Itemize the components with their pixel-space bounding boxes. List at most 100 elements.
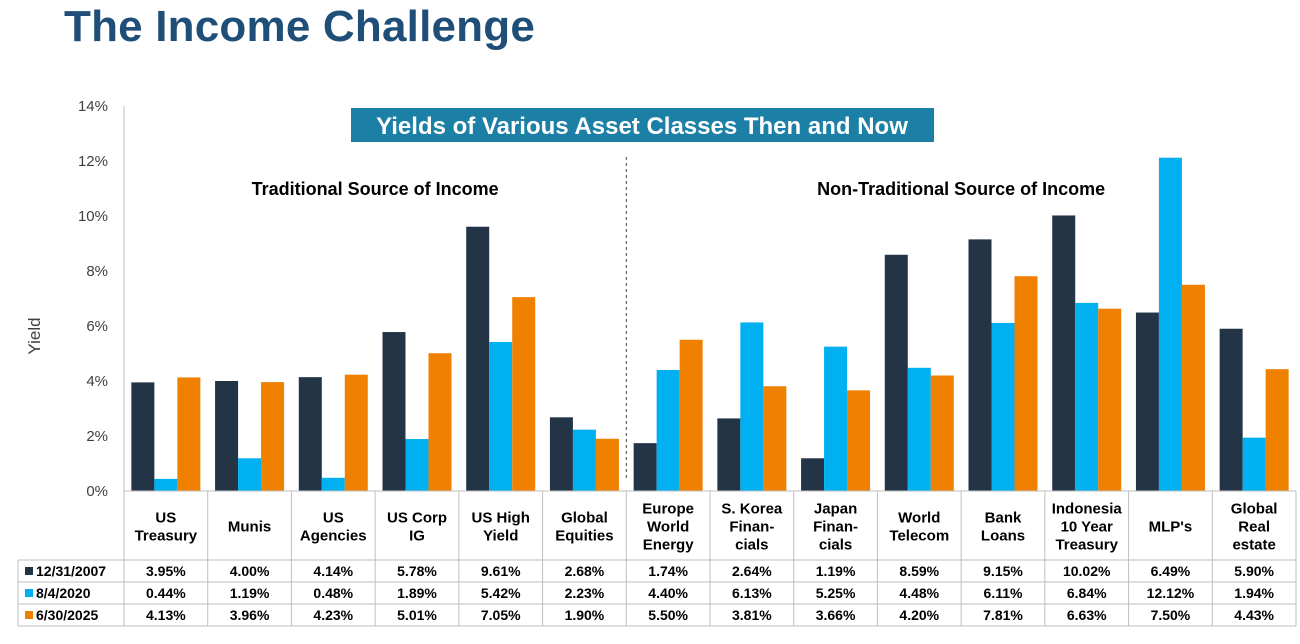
bar	[1075, 302, 1099, 491]
data-label: 5.25%	[816, 585, 856, 601]
bar	[1219, 328, 1243, 491]
data-label: 5.50%	[648, 607, 688, 623]
bar	[1098, 308, 1122, 491]
bar	[1181, 284, 1205, 491]
data-label: 9.15%	[983, 563, 1023, 579]
x-category-label: estate	[1232, 537, 1275, 554]
bar	[740, 322, 764, 491]
x-category-label: Energy	[643, 537, 695, 554]
data-label: 5.01%	[397, 607, 437, 623]
data-label: 0.44%	[146, 585, 186, 601]
y-tick-label: 8%	[86, 263, 108, 280]
data-label: 3.96%	[230, 607, 270, 623]
legend-swatch	[25, 567, 33, 575]
data-label: 2.64%	[732, 563, 772, 579]
x-category-label: IG	[409, 528, 425, 545]
data-label: 4.43%	[1234, 607, 1274, 623]
data-label: 4.13%	[146, 607, 186, 623]
data-label: 6.11%	[984, 585, 1023, 601]
y-tick-label: 0%	[86, 483, 108, 500]
x-category-label: cials	[735, 537, 768, 554]
bar	[382, 332, 406, 491]
x-category-label: Finan-	[813, 519, 858, 536]
x-category-label: US High	[472, 510, 530, 527]
bar	[717, 418, 741, 491]
bar	[215, 381, 239, 491]
data-label: 7.05%	[481, 607, 521, 623]
x-category-label: Yield	[483, 528, 518, 545]
legend-swatch	[25, 611, 33, 619]
x-category-label: Munis	[228, 519, 271, 536]
x-category-label: Indonesia	[1052, 501, 1123, 518]
y-tick-label: 12%	[78, 153, 108, 170]
x-category-label: Bank	[985, 510, 1022, 527]
x-category-label: Japan	[814, 501, 857, 518]
bar	[466, 226, 490, 491]
bar	[907, 367, 931, 491]
y-tick-label: 10%	[78, 208, 108, 225]
x-category-label: World	[647, 519, 689, 536]
page-title: The Income Challenge	[64, 2, 535, 51]
bar	[1052, 215, 1076, 491]
bar	[1158, 157, 1182, 491]
x-category-label: cials	[819, 537, 852, 554]
bar	[321, 477, 345, 491]
x-category-label: Treasury	[135, 528, 198, 545]
bar	[489, 341, 513, 491]
y-tick-label: 14%	[78, 98, 108, 115]
x-category-label: World	[898, 510, 940, 527]
data-label: 3.66%	[816, 607, 856, 623]
bar	[968, 239, 992, 491]
data-label: 1.94%	[1234, 585, 1274, 601]
data-label: 4.40%	[648, 585, 688, 601]
y-tick-label: 2%	[86, 428, 108, 445]
bar	[238, 458, 262, 491]
data-label: 8.59%	[899, 563, 939, 579]
data-label: 7.81%	[983, 607, 1023, 623]
bar	[512, 297, 536, 491]
bar	[801, 458, 825, 491]
bar	[824, 346, 848, 491]
bar	[847, 390, 871, 491]
x-category-label: US	[323, 510, 344, 527]
data-label: 5.42%	[481, 585, 521, 601]
data-label: 4.20%	[899, 607, 939, 623]
y-axis-label: Yield	[25, 317, 44, 354]
x-category-label: US	[155, 510, 176, 527]
group-label: Non-Traditional Source of Income	[817, 179, 1105, 199]
x-category-label: US Corp	[387, 510, 447, 527]
bar	[656, 370, 680, 491]
bar	[991, 322, 1015, 491]
x-category-label: Europe	[642, 501, 694, 518]
data-label: 1.89%	[397, 585, 437, 601]
group-label: Traditional Source of Income	[252, 179, 499, 199]
data-label: 2.23%	[565, 585, 605, 601]
data-label: 4.23%	[313, 607, 353, 623]
x-category-label: Real	[1238, 519, 1270, 536]
bar	[595, 438, 619, 491]
data-label: 0.48%	[313, 585, 353, 601]
x-category-label: Loans	[981, 528, 1025, 545]
data-label: 1.74%	[648, 563, 688, 579]
bar	[884, 254, 908, 491]
data-label: 7.50%	[1151, 607, 1191, 623]
data-label: 4.00%	[230, 563, 270, 579]
chart-title-banner	[351, 108, 934, 142]
x-category-label: 10 Year	[1061, 519, 1113, 536]
data-label: 6.13%	[732, 585, 772, 601]
x-category-label: Treasury	[1055, 537, 1118, 554]
bar	[344, 374, 368, 491]
data-label: 5.90%	[1234, 563, 1274, 579]
bar	[763, 386, 787, 491]
legend-label: 6/30/2025	[36, 607, 98, 623]
bar	[930, 375, 954, 491]
x-category-label: S. Korea	[721, 501, 783, 518]
y-tick-label: 6%	[86, 318, 108, 335]
bar	[572, 429, 596, 491]
data-label: 9.61%	[481, 563, 521, 579]
data-label: 6.49%	[1151, 563, 1191, 579]
x-category-label: Global	[561, 510, 608, 527]
data-label: 2.68%	[565, 563, 605, 579]
bar	[154, 478, 178, 491]
